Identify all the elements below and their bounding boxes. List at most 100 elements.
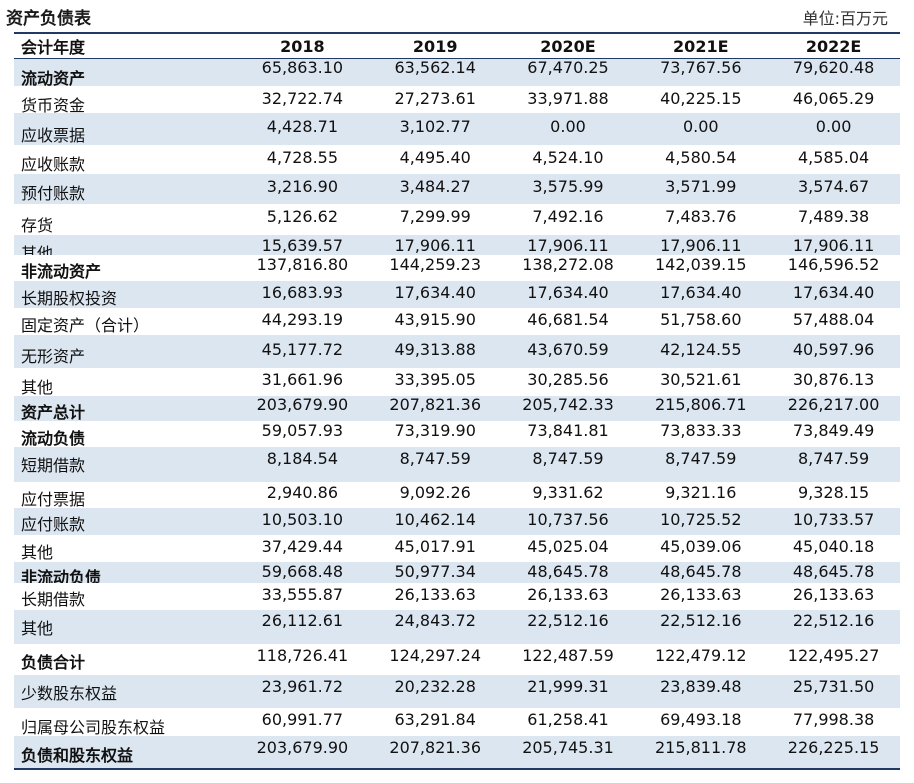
value-text: 33,971.88 bbox=[527, 88, 609, 108]
value-text: 17,906.11 bbox=[527, 236, 609, 255]
value-text: 30,876.13 bbox=[792, 370, 875, 389]
value-cell: 17,906.11 bbox=[501, 235, 635, 255]
table-row: 无形资产 45,177.72 49,313.88 43,670.59 42,124.55… bbox=[14, 335, 900, 368]
row-label-text: 其他 bbox=[21, 378, 54, 396]
value-text: 20,232.28 bbox=[394, 676, 476, 696]
row-label-text: 负债和股东权益 bbox=[21, 746, 134, 765]
row-label: 应付票据 bbox=[14, 482, 236, 508]
row-label: 其他 bbox=[14, 535, 236, 562]
value-text: 17,634.40 bbox=[792, 282, 875, 302]
value-cell: 205,745.31 bbox=[501, 736, 635, 770]
value-cell: 226,225.15 bbox=[767, 736, 900, 770]
value-cell: 23,961.72 bbox=[236, 675, 369, 708]
table-row: 预付账款 3,216.90 3,484.27 3,575.99 3,571.99 3,57… bbox=[14, 174, 900, 204]
value-cell: 203,679.90 bbox=[236, 736, 369, 770]
value-text: 33,395.05 bbox=[394, 370, 476, 389]
row-label: 预付账款 bbox=[14, 174, 236, 204]
value-cell: 122,495.27 bbox=[767, 644, 900, 675]
value-cell: 40,597.96 bbox=[767, 335, 900, 368]
value-cell: 9,328.15 bbox=[767, 482, 900, 508]
page-title: 资产负债表 bbox=[6, 9, 91, 29]
column-header-2021e: 2021E bbox=[634, 34, 768, 59]
value-cell: 7,489.38 bbox=[767, 204, 900, 235]
value-cell: 124,297.24 bbox=[369, 644, 502, 675]
value-cell: 16,683.93 bbox=[236, 281, 369, 308]
value-cell: 63,562.14 bbox=[368, 58, 502, 86]
value-cell: 59,668.48 bbox=[236, 562, 369, 583]
value-text: 65,863.10 bbox=[261, 58, 344, 77]
value-cell: 3,571.99 bbox=[634, 174, 768, 204]
value-text: 17,634.40 bbox=[527, 282, 609, 302]
value-text: 10,725.52 bbox=[660, 509, 742, 529]
value-text: 3,102.77 bbox=[399, 117, 471, 136]
value-cell: 22,512.16 bbox=[767, 610, 900, 644]
row-label: 长期股权投资 bbox=[14, 281, 236, 308]
value-text: 48,645.78 bbox=[527, 562, 609, 581]
value-cell: 0.00 bbox=[501, 113, 635, 145]
value-text: 203,679.90 bbox=[256, 396, 349, 414]
row-label: 其他 bbox=[14, 368, 236, 396]
value-text: 48,645.78 bbox=[660, 562, 742, 581]
value-text: 69,493.18 bbox=[660, 710, 742, 729]
value-cell: 27,273.61 bbox=[369, 86, 502, 113]
table-row: 长期股权投资 16,683.93 17,634.40 17,634.40 17,634.… bbox=[14, 281, 900, 308]
row-label: 货币资金 bbox=[14, 86, 236, 113]
value-cell: 51,758.60 bbox=[634, 308, 767, 335]
row-label-text: 长期借款 bbox=[21, 589, 86, 609]
value-cell: 59,057.93 bbox=[236, 421, 369, 447]
value-text: 22,512.16 bbox=[527, 611, 609, 630]
value-text: 4,495.40 bbox=[399, 147, 471, 167]
value-text: 60,991.77 bbox=[261, 710, 344, 729]
row-label-text: 其他 bbox=[21, 244, 54, 256]
value-cell: 10,737.56 bbox=[501, 508, 635, 535]
value-text: 46,065.29 bbox=[792, 88, 875, 108]
column-header-label: 会计年度 bbox=[14, 34, 236, 59]
value-text: 61,258.41 bbox=[527, 710, 609, 729]
value-cell: 4,728.55 bbox=[236, 145, 369, 174]
value-text: 7,489.38 bbox=[797, 206, 870, 226]
value-text: 122,479.12 bbox=[654, 645, 747, 665]
value-text: 23,839.48 bbox=[660, 676, 742, 696]
value-cell: 203,679.90 bbox=[236, 396, 369, 421]
value-cell: 8,747.59 bbox=[634, 447, 768, 482]
row-label: 流动资产 bbox=[14, 58, 236, 86]
value-cell: 9,331.62 bbox=[502, 482, 635, 508]
value-text: 3,484.27 bbox=[399, 177, 471, 196]
value-text: 0.00 bbox=[815, 117, 852, 136]
balance-sheet-table: 会计年度 2018 2019 2020E 2021E 2022E 流动资产 65,… bbox=[14, 34, 900, 770]
value-cell: 8,747.59 bbox=[368, 447, 502, 482]
value-text: 44,293.19 bbox=[261, 309, 344, 329]
value-cell: 23,839.48 bbox=[634, 675, 768, 708]
row-label-text: 短期借款 bbox=[21, 455, 86, 475]
table-row: 固定资产（合计） 44,293.19 43,915.90 46,681.54 51,75… bbox=[14, 308, 900, 335]
value-cell: 8,184.54 bbox=[236, 447, 369, 482]
value-text: 10,733.57 bbox=[792, 509, 875, 529]
value-cell: 7,299.99 bbox=[369, 204, 502, 235]
value-text: 26,112.61 bbox=[261, 611, 344, 630]
row-label-text: 少数股东权益 bbox=[21, 683, 118, 703]
value-cell: 207,821.36 bbox=[368, 736, 502, 770]
value-cell: 73,833.33 bbox=[634, 421, 767, 447]
value-cell: 215,806.71 bbox=[634, 396, 768, 421]
value-text: 42,124.55 bbox=[660, 339, 742, 359]
value-text: 4,728.55 bbox=[266, 147, 339, 167]
value-text: 10,462.14 bbox=[394, 509, 476, 529]
value-text: 77,998.38 bbox=[792, 710, 875, 729]
value-text: 17,906.11 bbox=[660, 236, 742, 255]
table-row: 归属母公司股东权益 60,991.77 63,291.84 61,258.41 69,4… bbox=[14, 708, 900, 736]
value-text: 17,634.40 bbox=[394, 282, 476, 302]
value-text: 207,821.36 bbox=[389, 396, 481, 414]
value-cell: 4,580.54 bbox=[634, 145, 767, 174]
value-text: 17,906.11 bbox=[394, 236, 476, 255]
table-row: 货币资金 32,722.74 27,273.61 33,971.88 40,225.15… bbox=[14, 86, 900, 113]
row-label-text: 负债合计 bbox=[21, 652, 86, 672]
value-text: 22,512.16 bbox=[792, 611, 875, 630]
table-body: 流动资产 65,863.10 63,562.14 67,470.25 73,767.56… bbox=[14, 58, 900, 770]
value-text: 226,225.15 bbox=[787, 738, 880, 757]
value-cell: 57,488.04 bbox=[767, 308, 900, 335]
value-cell: 48,645.78 bbox=[634, 562, 768, 583]
value-cell: 3,102.77 bbox=[368, 113, 502, 145]
row-label: 归属母公司股东权益 bbox=[14, 708, 236, 736]
value-cell: 144,259.23 bbox=[369, 255, 502, 281]
row-label: 非流动负债 bbox=[14, 562, 236, 583]
